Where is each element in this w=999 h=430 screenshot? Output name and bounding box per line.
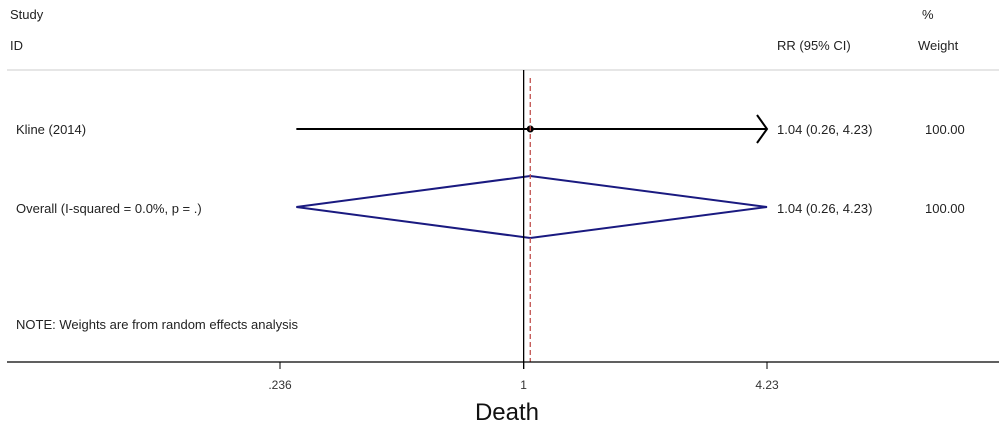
study-weight: 100.00 <box>925 122 965 137</box>
x-axis-label: Death <box>475 399 539 426</box>
header-effect: RR (95% CI) <box>777 38 851 53</box>
header-weight: Weight <box>918 38 959 53</box>
x-tick-label: 1 <box>520 378 527 392</box>
x-tick-label: .236 <box>268 378 292 392</box>
header-percent: % <box>922 7 934 22</box>
x-axis-ticks: .236 1 4.23 <box>268 362 779 392</box>
study-ci-text: 1.04 (0.26, 4.23) <box>777 122 872 137</box>
overall-diamond <box>296 174 768 240</box>
overall-label: Overall (I-squared = 0.0%, p = .) <box>16 201 202 216</box>
x-tick-label: 4.23 <box>755 378 779 392</box>
header-id: ID <box>10 38 23 53</box>
study-rows: Kline (2014) 1.04 (0.26, 4.23) 100.00 <box>16 114 965 144</box>
weights-note: NOTE: Weights are from random effects an… <box>16 317 299 332</box>
overall-weight: 100.00 <box>925 201 965 216</box>
study-label: Kline (2014) <box>16 122 86 137</box>
header-study: Study <box>10 7 44 22</box>
overall-ci-text: 1.04 (0.26, 4.23) <box>777 201 872 216</box>
study-ci-arrow <box>756 114 769 144</box>
